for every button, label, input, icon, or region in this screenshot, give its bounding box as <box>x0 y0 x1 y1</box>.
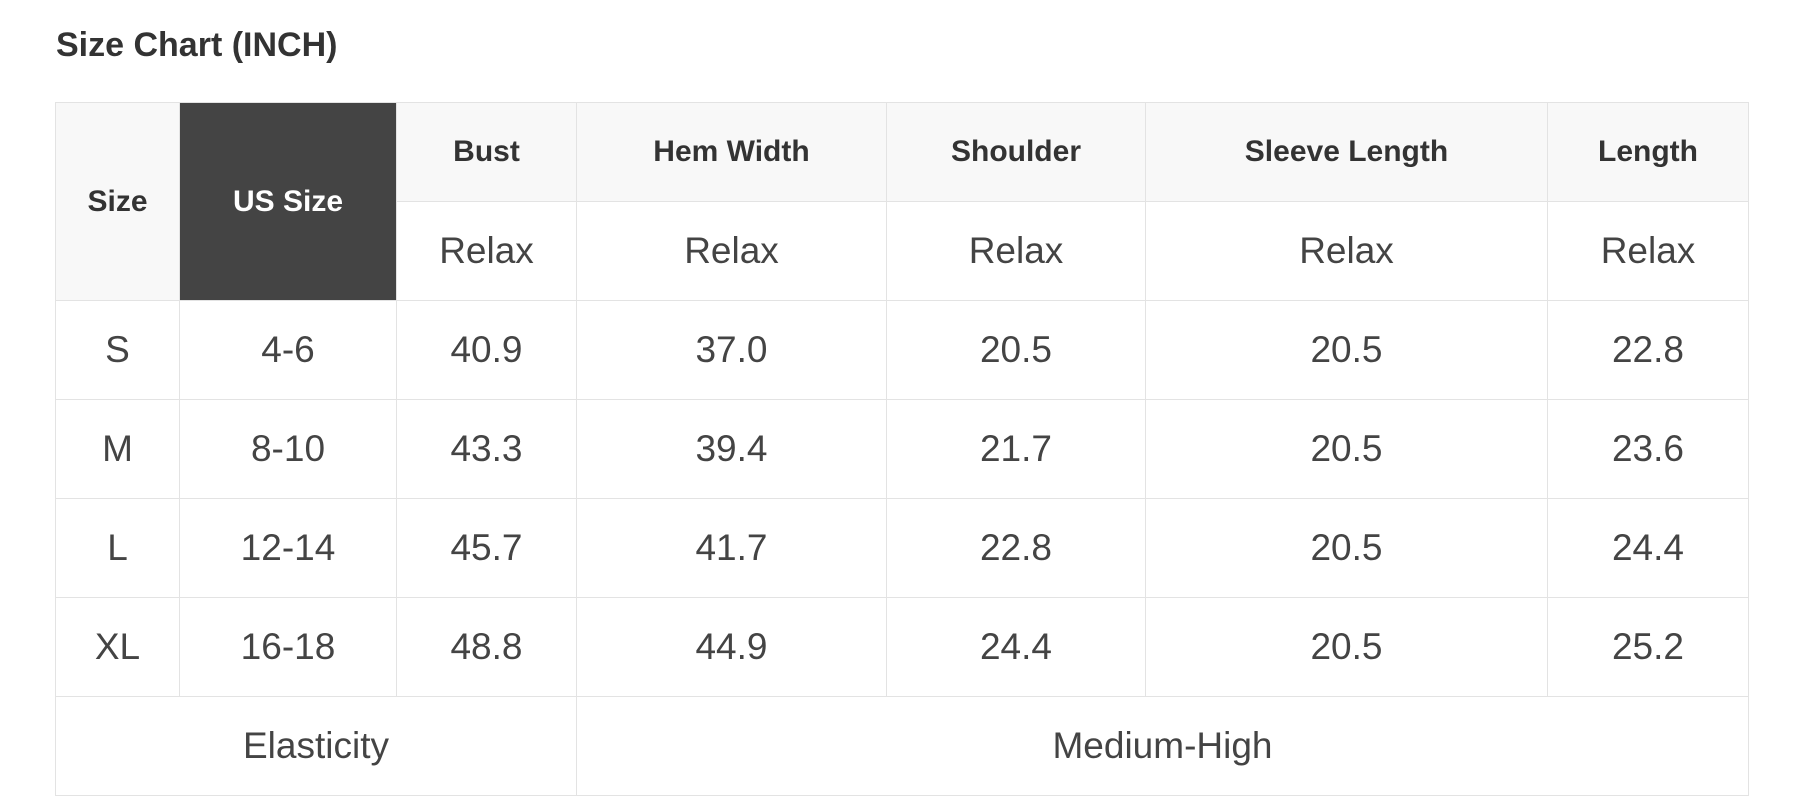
header-cell: Shoulder <box>886 102 1146 202</box>
table-cell: 41.7 <box>576 498 887 598</box>
table-cell: 16-18 <box>179 597 397 697</box>
table-cell: 20.5 <box>1145 498 1548 598</box>
header-cell: Hem Width <box>576 102 887 202</box>
subheader-cell: Relax <box>886 201 1146 301</box>
footer-label: Elasticity <box>55 696 577 796</box>
table-cell: 37.0 <box>576 300 887 400</box>
footer-value: Medium-High <box>576 696 1749 796</box>
table-cell: 22.8 <box>886 498 1146 598</box>
subheader-cell: Relax <box>576 201 887 301</box>
header-cell: Length <box>1547 102 1749 202</box>
table-cell: 40.9 <box>396 300 577 400</box>
table-cell: 20.5 <box>1145 597 1548 697</box>
subheader-cell: Relax <box>1547 201 1749 301</box>
table-cell: 4-6 <box>179 300 397 400</box>
table-cell: 45.7 <box>396 498 577 598</box>
table-cell: 39.4 <box>576 399 887 499</box>
subheader-cell: Relax <box>396 201 577 301</box>
table-cell: 22.8 <box>1547 300 1749 400</box>
table-row: S 4-6 40.9 37.0 20.5 20.5 22.8 <box>55 300 1749 400</box>
table-cell: 23.6 <box>1547 399 1749 499</box>
table-cell: L <box>55 498 180 598</box>
header-cell: Sleeve Length <box>1145 102 1548 202</box>
table-cell: XL <box>55 597 180 697</box>
table-row: Elasticity Medium-High <box>55 696 1749 796</box>
table-cell: 20.5 <box>1145 300 1548 400</box>
table-cell: 21.7 <box>886 399 1146 499</box>
table-row: Relax Relax Relax Relax Relax <box>56 201 1749 301</box>
table-row: Size US Size Bust Hem Width Shoulder Sleeve L… <box>55 102 1749 301</box>
table-cell: 24.4 <box>886 597 1146 697</box>
header-cell: Bust <box>396 102 577 202</box>
size-table: Size US Size Bust Hem Width Shoulder Sleeve L… <box>55 102 1749 796</box>
title: Size Chart (INCH) <box>56 26 338 64</box>
header-cell: Size <box>55 102 180 301</box>
table-cell: 24.4 <box>1547 498 1749 598</box>
table-cell: 48.8 <box>396 597 577 697</box>
table-cell: 12-14 <box>179 498 397 598</box>
table-cell: M <box>55 399 180 499</box>
header-cell: US Size <box>179 102 397 301</box>
subheader-cell: Relax <box>1145 201 1548 301</box>
table-cell: 25.2 <box>1547 597 1749 697</box>
table-row: L 12-14 45.7 41.7 22.8 20.5 24.4 <box>55 498 1749 598</box>
table-cell: 8-10 <box>179 399 397 499</box>
table-cell: 44.9 <box>576 597 887 697</box>
table-cell: 20.5 <box>1145 399 1548 499</box>
table-cell: S <box>55 300 180 400</box>
table-row: XL 16-18 48.8 44.9 24.4 20.5 25.2 <box>55 597 1749 697</box>
table-cell: 43.3 <box>396 399 577 499</box>
table-cell: 20.5 <box>886 300 1146 400</box>
table-row: M 8-10 43.3 39.4 21.7 20.5 23.6 <box>55 399 1749 499</box>
